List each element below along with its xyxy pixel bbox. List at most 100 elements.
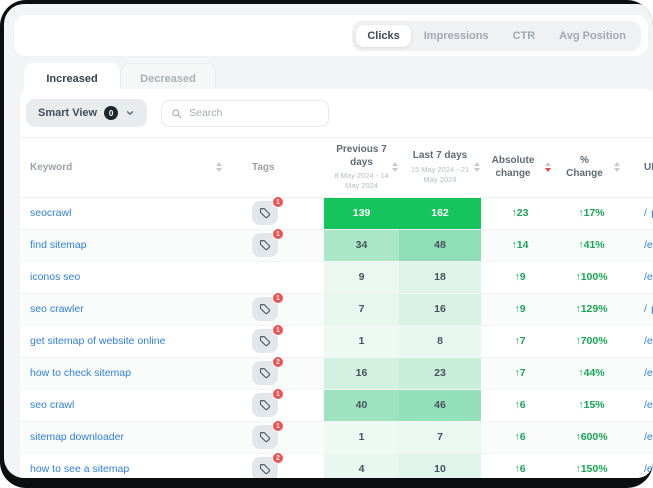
absolute-change-cell: ↑9 xyxy=(481,262,559,293)
absolute-change-cell: ↑23 xyxy=(481,198,559,229)
keyword-link[interactable]: sitemap downloader xyxy=(30,431,124,443)
pct-change-cell: ↑44% xyxy=(559,358,624,389)
url-cell: /en xyxy=(624,326,653,357)
tags-cell: 1 xyxy=(232,230,324,261)
table-row: get sitemap of website online 1 1 8 ↑7 ↑… xyxy=(20,326,653,358)
column-header-absolute-change[interactable]: Absolute change xyxy=(481,138,559,197)
smart-view-dropdown[interactable]: Smart View 0 xyxy=(26,99,147,127)
keyword-link[interactable]: get sitemap of website online xyxy=(30,335,165,347)
tag-button[interactable]: 1 xyxy=(252,329,278,353)
tag-button[interactable]: 2 xyxy=(252,457,278,478)
absolute-change-cell: ↑9 xyxy=(481,294,559,325)
tag-button[interactable]: 1 xyxy=(252,297,278,321)
url-cell: /en xyxy=(624,390,653,421)
url-link[interactable]: /en xyxy=(644,367,653,379)
tag-icon xyxy=(259,463,271,475)
tag-button[interactable]: 1 xyxy=(252,393,278,417)
keyword-link[interactable]: how to see a sitemap xyxy=(30,463,129,475)
column-header-pct-change[interactable]: % Change xyxy=(559,138,624,197)
last-value-cell: 23 xyxy=(399,358,481,389)
last-value-cell: 48 xyxy=(399,230,481,261)
keyword-link[interactable]: seo crawl xyxy=(30,399,74,411)
screenshot-frame: Clicks Impressions CTR Avg Position Incr… xyxy=(0,0,653,488)
absolute-change-cell: ↑7 xyxy=(481,326,559,357)
tags-cell: 2 xyxy=(232,454,324,479)
chevron-down-icon xyxy=(125,108,135,118)
pct-change-cell: ↑100% xyxy=(559,262,624,293)
table-row: find sitemap 1 34 48 ↑14 ↑41% /en xyxy=(20,230,653,262)
table-row: how to check sitemap 2 16 23 ↑7 ↑44% /en xyxy=(20,358,653,390)
tags-cell xyxy=(232,262,324,293)
url-link[interactable]: /en xyxy=(644,399,653,411)
search-input[interactable] xyxy=(189,107,319,119)
keyword-link[interactable]: how to check sitemap xyxy=(30,367,131,379)
tag-icon xyxy=(259,335,271,347)
absolute-change-cell: ↑6 xyxy=(481,390,559,421)
tag-button[interactable]: 2 xyxy=(252,361,278,385)
sort-icon-keyword[interactable] xyxy=(216,162,222,172)
keyword-link[interactable]: iconos seo xyxy=(30,271,80,283)
content-panel: Smart View 0 Keyword xyxy=(20,89,653,478)
previous-value-cell: 9 xyxy=(324,262,399,293)
tags-cell: 1 xyxy=(232,326,324,357)
table-row: sitemap downloader 1 1 7 ↑6 ↑600% /en xyxy=(20,422,653,454)
url-link[interactable]: /en xyxy=(644,335,653,347)
tag-icon xyxy=(259,207,271,219)
url-link[interactable]: / xyxy=(644,207,653,219)
keyword-link[interactable]: seocrawl xyxy=(30,207,71,219)
sort-icon-previous[interactable] xyxy=(392,162,398,172)
tag-count-badge: 1 xyxy=(272,228,284,240)
tag-icon xyxy=(259,303,271,315)
column-header-last-7-days[interactable]: Last 7 days 15 May 2024 - 21 May 2024 xyxy=(399,138,481,197)
metric-impressions-button[interactable]: Impressions xyxy=(413,25,500,47)
keyword-cell: find sitemap xyxy=(20,230,232,261)
sort-icon-last[interactable] xyxy=(474,162,480,172)
tag-button[interactable]: 1 xyxy=(252,425,278,449)
tag-icon xyxy=(259,367,271,379)
last-value-cell: 7 xyxy=(399,422,481,453)
metric-ctr-button[interactable]: CTR xyxy=(502,25,547,47)
column-header-previous-7-days[interactable]: Previous 7 days 8 May 2024 - 14 May 2024 xyxy=(324,138,399,197)
last-value-cell: 16 xyxy=(399,294,481,325)
url-link[interactable]: / xyxy=(644,303,653,315)
smart-view-label: Smart View xyxy=(38,107,97,119)
tag-count-badge: 1 xyxy=(272,324,284,336)
table-row: seo crawl 1 40 46 ↑6 ↑15% /en xyxy=(20,390,653,422)
metric-clicks-button[interactable]: Clicks xyxy=(356,25,410,47)
table-row: iconos seo 9 18 ↑9 ↑100% /em xyxy=(20,262,653,294)
tags-cell: 2 xyxy=(232,358,324,389)
url-link[interactable]: /en xyxy=(644,239,653,251)
table-row: how to see a sitemap 2 4 10 ↑6 ↑150% /en xyxy=(20,454,653,479)
keyword-cell: sitemap downloader xyxy=(20,422,232,453)
tag-count-badge: 1 xyxy=(272,292,284,304)
keyword-link[interactable]: seo crawler xyxy=(30,303,84,315)
tag-count-badge: 2 xyxy=(272,452,284,464)
tag-icon xyxy=(259,399,271,411)
url-link[interactable]: /en xyxy=(644,431,653,443)
previous-value-cell: 139 xyxy=(324,198,399,229)
keyword-cell: seocrawl xyxy=(20,198,232,229)
url-link[interactable]: /en xyxy=(644,463,653,475)
sort-icon-absolute-change[interactable] xyxy=(545,162,551,172)
last-value-cell: 46 xyxy=(399,390,481,421)
tag-count-badge: 1 xyxy=(272,196,284,208)
pct-change-cell: ↑17% xyxy=(559,198,624,229)
url-link[interactable]: /em xyxy=(644,271,653,283)
keyword-link[interactable]: find sitemap xyxy=(30,239,87,251)
sort-icon-pct-change[interactable] xyxy=(614,162,620,172)
tag-count-badge: 1 xyxy=(272,388,284,400)
pct-change-cell: ↑700% xyxy=(559,326,624,357)
table-body: seocrawl 1 139 162 ↑23 ↑17% / find site xyxy=(20,198,653,479)
table-header: Keyword Tags Previous 7 days 8 May 2024 … xyxy=(20,137,653,198)
tag-button[interactable]: 1 xyxy=(252,233,278,257)
metric-avg-position-button[interactable]: Avg Position xyxy=(548,25,637,47)
tag-button[interactable]: 1 xyxy=(252,201,278,225)
previous-value-cell: 34 xyxy=(324,230,399,261)
metric-toggle: Clicks Impressions CTR Avg Position xyxy=(352,21,641,51)
filter-row: Smart View 0 xyxy=(20,89,653,137)
keyword-cell: how to see a sitemap xyxy=(20,454,232,479)
table-row: seo crawler 1 7 16 ↑9 ↑129% / xyxy=(20,294,653,326)
tags-cell: 1 xyxy=(232,198,324,229)
pct-change-cell: ↑15% xyxy=(559,390,624,421)
column-header-keyword[interactable]: Keyword xyxy=(20,138,232,197)
